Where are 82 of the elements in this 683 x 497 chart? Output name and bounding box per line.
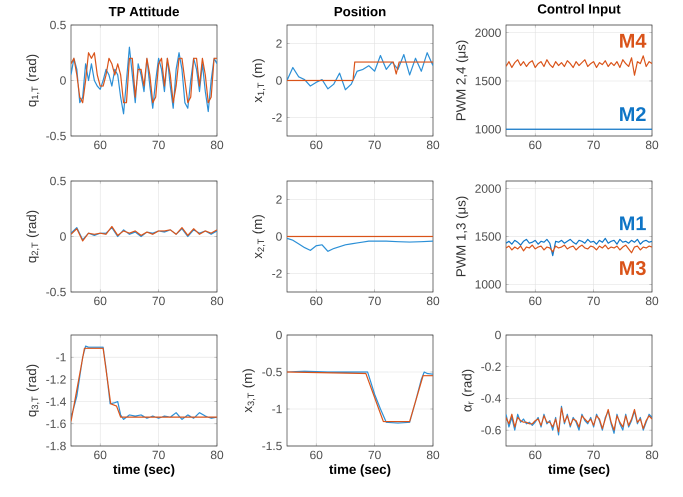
x-tick-label: 60 (94, 296, 106, 306)
y-axis-title: PWM 1,3 (μs) (456, 196, 468, 276)
line-series (71, 46, 217, 114)
y-tick-label: 0 (276, 330, 282, 340)
y-tick-label: 2 (276, 39, 282, 48)
y-tick-label: 2000 (475, 28, 501, 37)
x-tick-label: 80 (210, 450, 224, 460)
y-tick-label: 2 (276, 195, 282, 204)
x-tick-label: 70 (588, 140, 600, 150)
x-tick-label: 60 (94, 450, 106, 460)
y-axis-title: x$_{1,T}$ (m) (252, 59, 266, 103)
line-series (287, 52, 433, 90)
y-tick-label: 0 (276, 232, 282, 241)
y-tick-label: -1.6 (46, 420, 66, 428)
x-tick-label: 60 (529, 140, 542, 150)
y-tick-label: -1 (272, 404, 282, 414)
x-tick-label: 70 (152, 450, 165, 460)
x-tick-label: 80 (646, 296, 658, 306)
x-tick-label: 80 (646, 450, 658, 460)
y-tick-label: 1000 (476, 125, 501, 134)
y-tick-label: 0 (60, 232, 66, 241)
y-tick-label: 0.5 (50, 176, 66, 186)
x-tick-label: 80 (646, 140, 658, 150)
y-tick-label: -1.8 (46, 442, 66, 450)
y-axis-title: x$_{2,T}$ (m) (252, 215, 266, 259)
x-tick-label: 80 (426, 140, 440, 150)
x-tick-label: 70 (368, 140, 381, 150)
y-tick-label: 1500 (476, 76, 501, 86)
x-tick-label: 80 (210, 140, 224, 150)
x-tick-label: 60 (310, 296, 322, 306)
x-tick-label: 60 (94, 140, 106, 150)
x-tick-label: 70 (152, 140, 165, 150)
x-tick-label: 60 (529, 450, 542, 460)
chart-title: TP Attitude (108, 6, 179, 16)
y-tick-label: -2 (272, 113, 282, 122)
x-axis-title: time (sec) (548, 464, 610, 477)
series-label: M3 (620, 260, 646, 276)
y-tick-label: -1.5 (262, 442, 282, 450)
y-tick-label: 2000 (475, 184, 501, 193)
y-tick-label: 0 (276, 76, 282, 85)
x-tick-label: 60 (529, 296, 542, 306)
y-tick-label: -0.4 (481, 394, 501, 403)
y-tick-label: 1500 (476, 232, 501, 241)
y-axis-title: q$_{2,T}$ (rad) (26, 210, 40, 263)
series-label: M1 (620, 216, 646, 230)
x-axis-title: time (sec) (113, 464, 174, 477)
y-tick-label: 0 (495, 330, 501, 340)
y-tick-label: -0.5 (46, 288, 66, 296)
line-series (506, 238, 652, 256)
y-tick-label: -0.6 (481, 426, 501, 434)
y-tick-label: -1 (56, 353, 66, 362)
y-tick-label: -1.2 (46, 375, 66, 384)
y-tick-label: 0.5 (50, 20, 66, 30)
x-tick-label: 70 (152, 296, 165, 306)
x-tick-label: 70 (588, 450, 600, 460)
x-tick-label: 80 (426, 450, 440, 460)
y-tick-label: -1.4 (46, 397, 66, 406)
x-tick-label: 70 (588, 296, 600, 306)
line-series (506, 55, 652, 76)
y-tick-label: -2 (272, 269, 282, 278)
y-tick-label: 0 (60, 76, 66, 85)
y-tick-label: -0.5 (46, 132, 66, 140)
x-tick-label: 70 (368, 296, 381, 306)
series-label: M4 (620, 34, 646, 48)
y-axis-title: α$_{r}$ (rad) (462, 370, 474, 412)
chart-title: Control Input (538, 4, 621, 16)
x-tick-label: 80 (426, 296, 440, 306)
y-tick-label: -0.2 (481, 362, 501, 371)
x-tick-label: 70 (368, 450, 381, 460)
x-axis-title: time (sec) (329, 464, 390, 477)
x-tick-label: 60 (310, 140, 322, 150)
line-series (71, 52, 217, 104)
y-axis-title: x$_{3,T}$ (m) (242, 369, 256, 413)
x-tick-label: 60 (310, 450, 322, 460)
chart-title: Position (334, 6, 386, 16)
y-axis-title: q$_{3,T}$ (rad) (26, 364, 40, 417)
x-tick-label: 80 (210, 296, 224, 306)
y-axis-title: PWM 2,4 (μs) (456, 40, 468, 120)
y-axis-title: q$_{1,T}$ (rad) (26, 54, 40, 107)
series-label: M2 (620, 107, 646, 122)
y-tick-label: -0.5 (262, 368, 282, 376)
y-tick-label: 1000 (476, 280, 501, 289)
